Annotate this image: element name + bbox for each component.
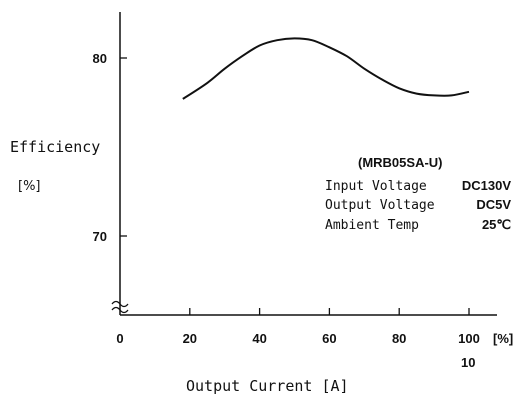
axis-break-mark [111,300,129,314]
y-tick-label: 70 [93,229,107,244]
y-tick-group: 70 80 [93,51,127,244]
ambient-temp-value: 25℃ [482,217,511,232]
ambient-temp-label: Ambient Temp [325,218,419,233]
x-axis-sub-label: 10 [461,355,475,370]
y-axis-unit: [%] [18,179,41,194]
output-voltage-value: DC5V [476,197,511,212]
y-tick-label: 80 [93,51,107,66]
x-tick-label: 100 [458,331,480,346]
x-tick-label: 20 [183,331,197,346]
x-axis-unit: [%] [493,331,513,346]
output-voltage-label: Output Voltage [325,198,435,213]
x-axis-label: Output Current [A] [186,377,349,395]
model-label: (MRB05SA-U) [358,155,443,170]
x-tick-group: 0 20 40 60 80 100 [116,308,480,346]
x-tick-label: 40 [252,331,266,346]
series-group [182,37,470,100]
spec-annotation: (MRB05SA-U) Input Voltage DC130V Output … [325,155,511,233]
x-tick-label: 80 [392,331,406,346]
x-tick-label: 60 [322,331,336,346]
x-tick-label: 0 [116,331,123,346]
input-voltage-label: Input Voltage [325,179,427,194]
y-axis-label: Efficiency [10,138,100,156]
input-voltage-value: DC130V [462,178,511,193]
efficiency-series-line [182,37,470,100]
